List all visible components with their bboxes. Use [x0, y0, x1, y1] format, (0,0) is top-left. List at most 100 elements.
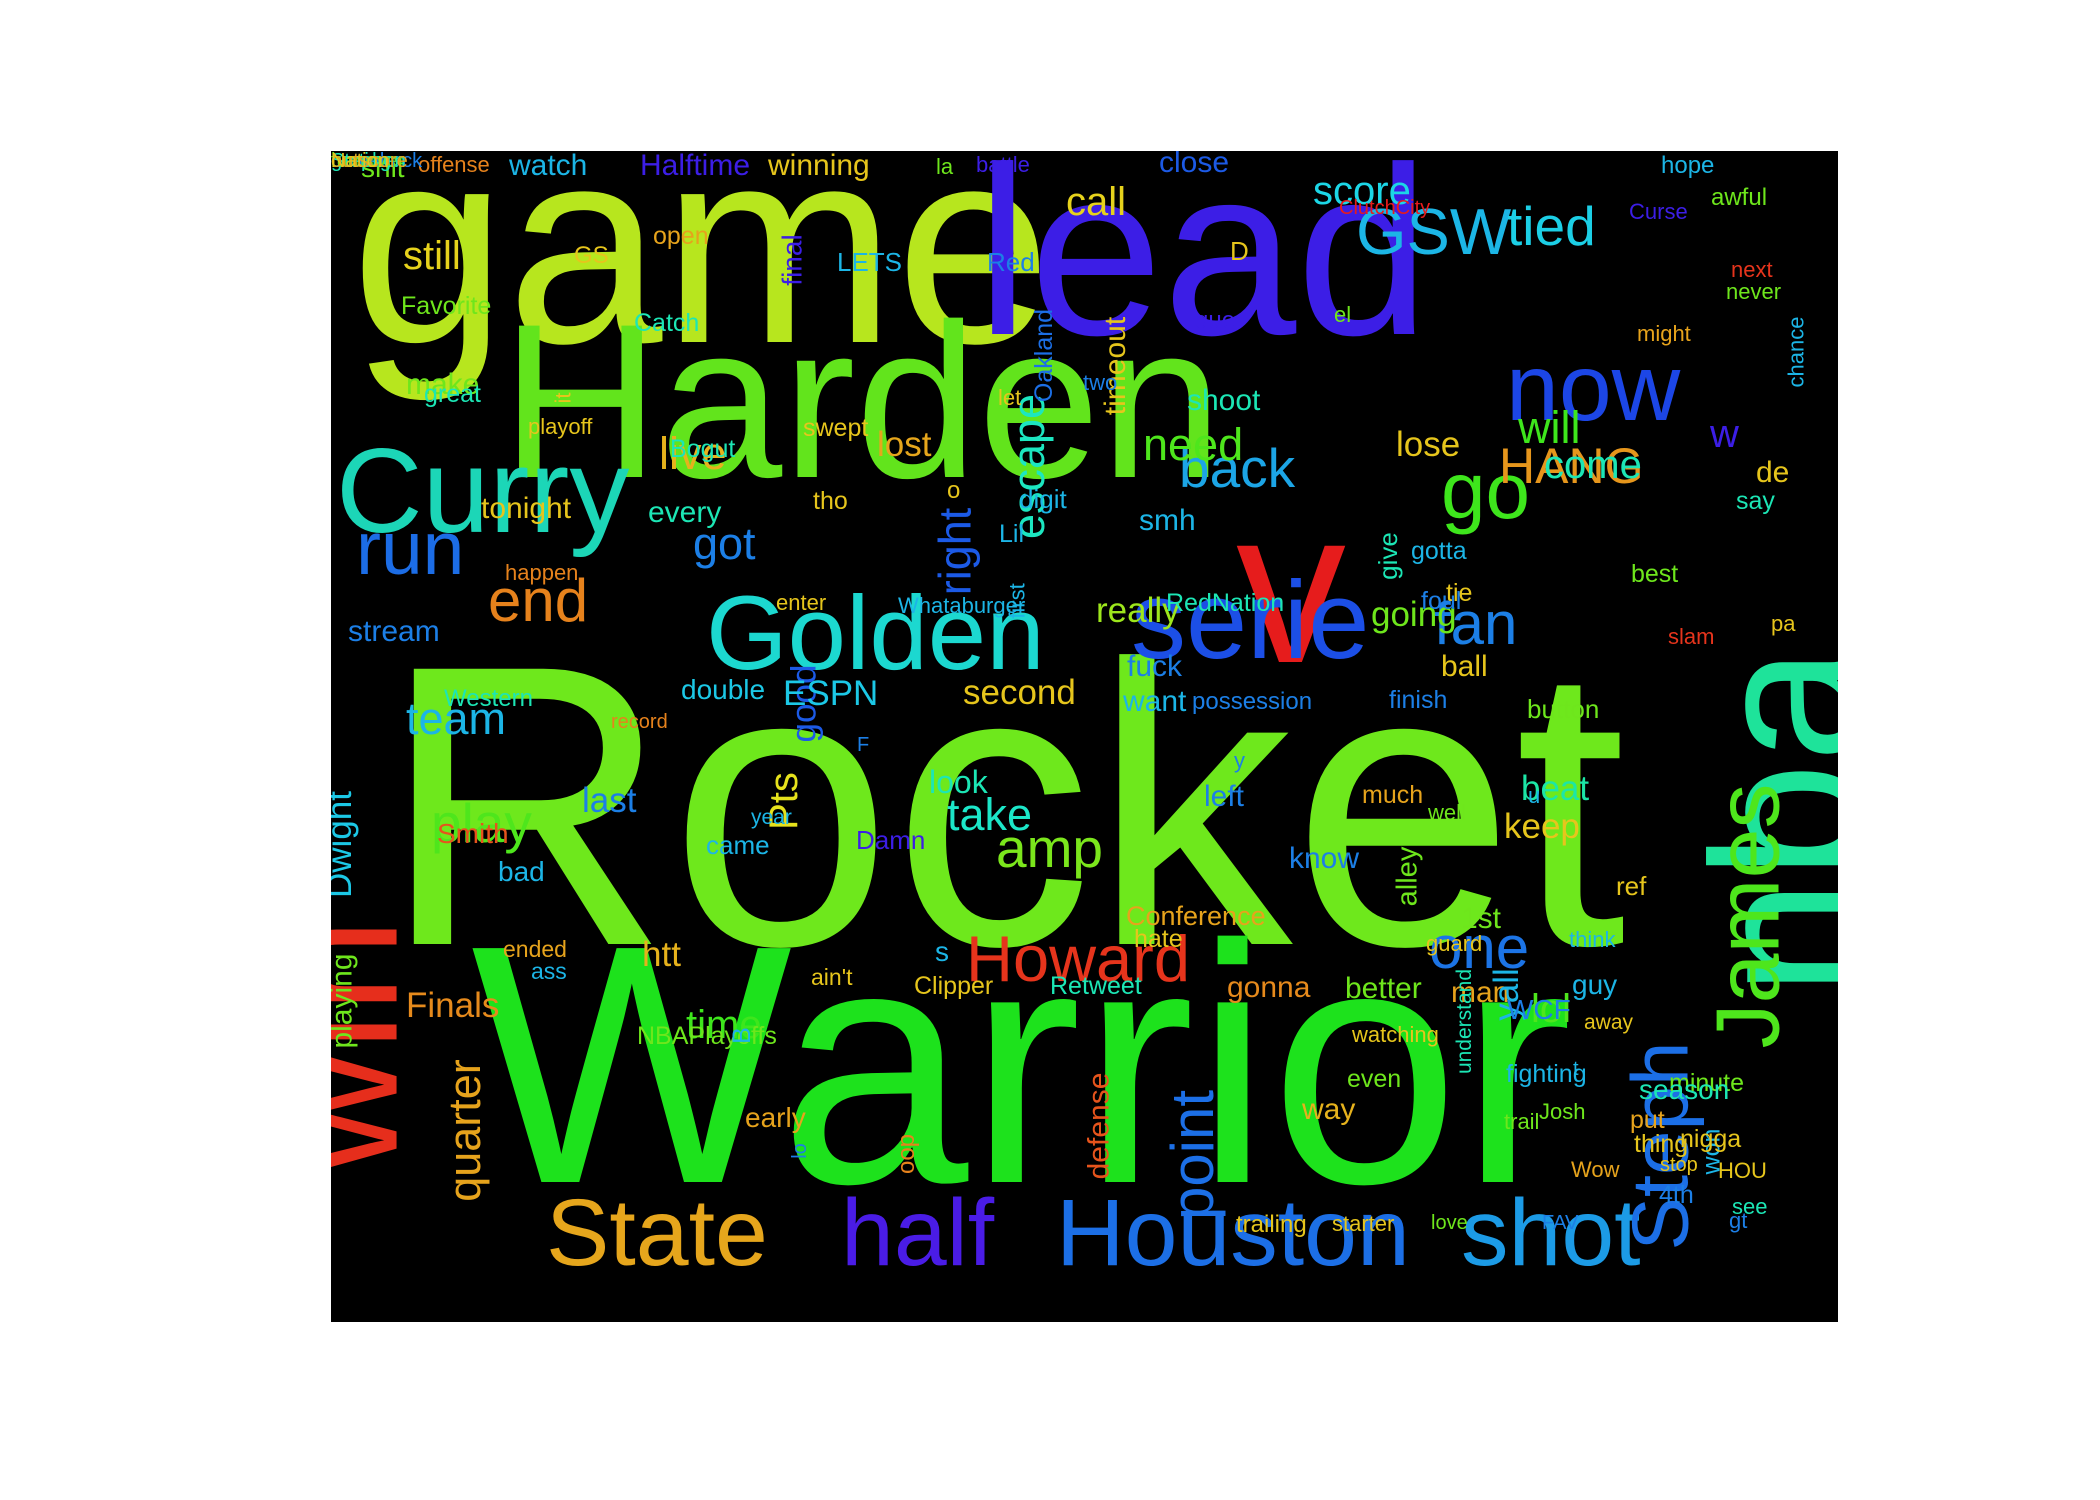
word-cloud-word: LETS: [837, 247, 903, 277]
word-cloud-word: foul: [1421, 587, 1462, 615]
word-cloud-word: outscore: [331, 151, 408, 172]
word-cloud-word: Catch: [634, 309, 700, 337]
word-cloud-word: end: [488, 567, 589, 634]
word-cloud-word: awful: [1711, 184, 1768, 211]
word-cloud-word: Oakland: [1030, 308, 1059, 403]
word-cloud-word: s: [935, 936, 949, 967]
word-cloud-word: home: [331, 151, 382, 172]
word-cloud-word: v: [1236, 463, 1346, 709]
word-cloud-word: want: [1123, 685, 1187, 718]
word-cloud-word: tie: [1446, 579, 1473, 607]
word-cloud-word: Halftime: [640, 151, 751, 182]
word-cloud-word: GSW: [1356, 195, 1512, 268]
word-cloud-word: Rocket: [381, 582, 1626, 1029]
word-cloud-word: double: [681, 674, 766, 705]
word-cloud-word: tonight: [481, 492, 572, 525]
word-cloud-word: early: [745, 1102, 806, 1133]
word-cloud-word: timeout: [1099, 316, 1133, 416]
word-cloud-word: well: [1428, 800, 1466, 825]
word-cloud-word: RedNation: [1166, 589, 1285, 617]
word-cloud-word: defense: [1082, 1072, 1116, 1180]
word-cloud-word: got: [693, 518, 756, 569]
word-cloud-word: chance: [1783, 316, 1809, 388]
word-cloud-word: escape: [1003, 393, 1055, 540]
word-cloud-word: nigga: [1680, 1125, 1742, 1153]
word-cloud-word: score: [1313, 169, 1411, 213]
word-cloud-word: best: [1631, 560, 1679, 588]
word-cloud-word: battle: [976, 152, 1030, 177]
word-cloud-word: really: [1096, 591, 1180, 630]
word-cloud-word: fuck: [1127, 650, 1183, 683]
word-cloud-word: call: [1066, 180, 1127, 224]
word-cloud-word: Favorite: [401, 292, 492, 320]
word-cloud-word: pa: [1771, 611, 1796, 636]
word-cloud-word: understand: [1453, 968, 1477, 1075]
word-cloud-word: come: [1544, 443, 1642, 487]
word-cloud-word: t: [1573, 1058, 1579, 1080]
word-cloud-word: way: [1302, 1093, 1356, 1126]
word-cloud-word: open: [653, 222, 709, 250]
word-cloud-word: hope: [1661, 152, 1715, 179]
word-cloud-word: ClutchCity: [1339, 197, 1431, 219]
word-cloud-word: stream: [348, 615, 440, 648]
word-cloud-word: record: [611, 711, 668, 733]
word-cloud-word: Lil: [999, 520, 1025, 548]
word-cloud-word: might: [1637, 321, 1691, 346]
word-cloud-word: de: [1756, 456, 1790, 489]
word-cloud-word: put: [1630, 1106, 1665, 1134]
word-cloud-word: man: [1451, 976, 1510, 1009]
word-cloud-word: two: [1083, 370, 1118, 395]
word-cloud-word: slam: [1668, 624, 1715, 649]
word-cloud-word: Wow: [1571, 1157, 1620, 1182]
word-cloud-word: going: [1371, 595, 1457, 634]
word-cloud-word: la: [936, 154, 954, 179]
word-cloud-word: now: [1506, 335, 1681, 441]
word-cloud-word: ball: [1441, 650, 1488, 683]
word-cloud-word: team: [406, 693, 507, 744]
word-cloud-word: o: [947, 477, 961, 504]
word-cloud-word: Golden: [706, 575, 1045, 692]
word-cloud-word: came: [706, 830, 770, 860]
word-cloud-word: playing: [331, 953, 359, 1049]
word-cloud-word: w: [1710, 412, 1739, 456]
word-cloud-word: oop: [893, 1133, 921, 1175]
word-cloud-word: will: [1518, 402, 1581, 453]
word-cloud-word: button: [1527, 694, 1600, 724]
word-cloud-word: half: [841, 1180, 995, 1286]
word-cloud-word: Smith: [437, 818, 509, 849]
word-cloud-word: Finals: [406, 986, 500, 1025]
word-cloud-word: last: [582, 781, 637, 820]
word-cloud-word: need: [1143, 419, 1244, 470]
word-cloud-word: ended: [503, 936, 567, 962]
word-cloud-word: alley: [1391, 846, 1424, 907]
word-cloud-word: much: [1362, 781, 1424, 809]
word-cloud-word: Stephen: [331, 151, 406, 172]
word-cloud-word: guy: [1572, 969, 1618, 1000]
word-cloud-word: trailing: [1236, 1211, 1307, 1238]
word-cloud-word: getting: [331, 151, 392, 172]
word-cloud-word: comeback: [331, 151, 423, 172]
word-cloud-word: gotta: [1411, 537, 1467, 565]
word-cloud-word: give: [1372, 532, 1403, 580]
word-cloud-word: offense: [418, 152, 490, 177]
word-cloud-word: y: [1234, 748, 1245, 773]
word-cloud-word: lead: [976, 151, 1430, 385]
word-cloud-word: ref: [1616, 871, 1647, 901]
word-cloud-word: thing: [1634, 1130, 1689, 1158]
word-cloud-word: James: [1698, 783, 1799, 1049]
word-cloud-word: Howard: [966, 922, 1190, 995]
word-cloud-word: even: [1347, 1065, 1402, 1093]
word-cloud-word: WCF: [1507, 994, 1571, 1025]
word-cloud-word: 1st: [1461, 902, 1502, 935]
word-cloud-word: lo: [788, 1143, 811, 1159]
word-cloud-word: finish: [1389, 686, 1448, 714]
word-cloud-word: swept: [803, 414, 869, 442]
word-cloud-word: Curry: [336, 424, 630, 558]
word-cloud-word: Damn: [856, 825, 926, 855]
word-cloud-word: gt: [1729, 1208, 1748, 1233]
word-cloud-word: amp: [996, 817, 1103, 879]
word-cloud-word: think: [1569, 927, 1616, 952]
word-cloud-word: watching: [1352, 1022, 1439, 1047]
word-cloud-word: F: [857, 734, 870, 756]
word-cloud-word: say: [1736, 487, 1775, 515]
